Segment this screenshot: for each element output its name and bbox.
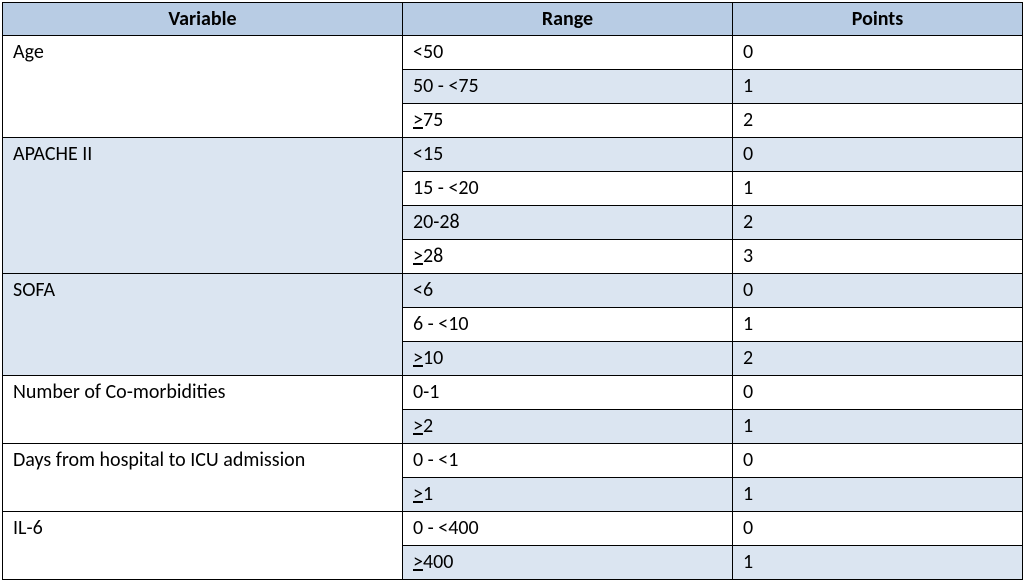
table-row: APACHE II<150 (3, 138, 1023, 172)
cell-range: >10 (403, 342, 733, 376)
cell-range: 15 - <20 (403, 172, 733, 206)
cell-points: 0 (733, 274, 1023, 308)
cell-range: >1 (403, 478, 733, 512)
cell-points: 0 (733, 376, 1023, 410)
cell-points: 2 (733, 206, 1023, 240)
scoring-table: Variable Range Points Age<50050 - <751>7… (2, 2, 1023, 580)
cell-variable: Days from hospital to ICU admission (3, 444, 403, 512)
table-row: Days from hospital to ICU admission0 - <… (3, 444, 1023, 478)
col-header-range: Range (403, 3, 733, 36)
table-body: Age<50050 - <751>752APACHE II<15015 - <2… (3, 36, 1023, 580)
cell-variable: SOFA (3, 274, 403, 376)
cell-range: >28 (403, 240, 733, 274)
cell-points: 1 (733, 478, 1023, 512)
cell-range: 50 - <75 (403, 70, 733, 104)
table-row: SOFA<60 (3, 274, 1023, 308)
cell-points: 1 (733, 546, 1023, 580)
table-row: IL-60 - <4000 (3, 512, 1023, 546)
cell-points: 2 (733, 104, 1023, 138)
cell-range: <6 (403, 274, 733, 308)
cell-points: 1 (733, 70, 1023, 104)
cell-points: 3 (733, 240, 1023, 274)
cell-points: 0 (733, 512, 1023, 546)
cell-points: 0 (733, 36, 1023, 70)
col-header-variable: Variable (3, 3, 403, 36)
cell-range: 0 - <1 (403, 444, 733, 478)
cell-points: 0 (733, 444, 1023, 478)
cell-range: >2 (403, 410, 733, 444)
cell-variable: Age (3, 36, 403, 138)
cell-points: 1 (733, 410, 1023, 444)
cell-range: >400 (403, 546, 733, 580)
cell-range: 20-28 (403, 206, 733, 240)
cell-range: <50 (403, 36, 733, 70)
table-header-row: Variable Range Points (3, 3, 1023, 36)
cell-variable: Number of Co-morbidities (3, 376, 403, 444)
cell-variable: IL-6 (3, 512, 403, 580)
cell-points: 1 (733, 172, 1023, 206)
cell-points: 1 (733, 308, 1023, 342)
cell-points: 0 (733, 138, 1023, 172)
cell-points: 2 (733, 342, 1023, 376)
table-row: Number of Co-morbidities0-10 (3, 376, 1023, 410)
cell-range: 6 - <10 (403, 308, 733, 342)
col-header-points: Points (733, 3, 1023, 36)
table-row: Age<500 (3, 36, 1023, 70)
cell-variable: APACHE II (3, 138, 403, 274)
cell-range: <15 (403, 138, 733, 172)
cell-range: 0 - <400 (403, 512, 733, 546)
cell-range: >75 (403, 104, 733, 138)
cell-range: 0-1 (403, 376, 733, 410)
